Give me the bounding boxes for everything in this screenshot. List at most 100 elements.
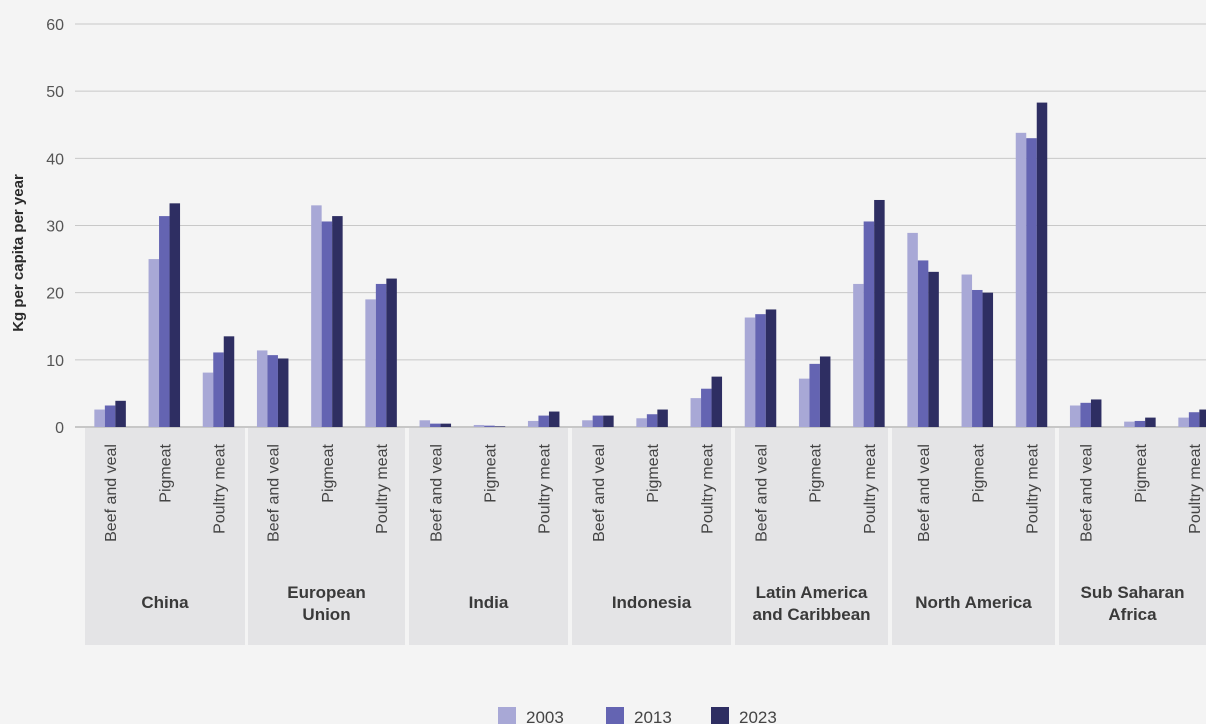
bar-sub-saharan-africa-beef-and-veal-2003 <box>1069 405 1081 427</box>
legend-swatch-2013 <box>606 707 624 724</box>
legend-label: 2003 <box>526 708 564 724</box>
bar-north-america-pigmeat-2013 <box>972 289 983 427</box>
bar-china-poultry-meat-2013 <box>213 352 224 427</box>
bar-european-union-pigmeat-2023 <box>332 216 343 427</box>
y-tick-label: 60 <box>46 17 64 34</box>
bar-indonesia-pigmeat-2013 <box>646 414 658 427</box>
category-label: Pigmeat <box>320 443 337 502</box>
group-label: North America <box>915 593 1032 612</box>
bar-european-union-pigmeat-2013 <box>321 221 333 427</box>
bar-china-poultry-meat-2023 <box>223 336 235 427</box>
group-label: Indonesia <box>612 593 692 612</box>
bar-indonesia-pigmeat-2003 <box>636 418 647 427</box>
bar-china-pigmeat-2013 <box>159 216 170 427</box>
bar-indonesia-poultry-meat-2023 <box>711 376 723 427</box>
bar-sub-saharan-africa-pigmeat-2013 <box>1134 420 1146 427</box>
category-label: Pigmeat <box>645 443 662 502</box>
legend-swatch-2003 <box>498 707 516 724</box>
bar-india-poultry-meat-2013 <box>538 415 549 427</box>
bar-latin-america-and-caribbean-pigmeat-2023 <box>819 356 831 427</box>
category-labels: Beef and veal Pigmeat Poultry meat Beef and… <box>103 443 1204 541</box>
bar-sub-saharan-africa-beef-and-veal-2023 <box>1090 399 1102 427</box>
category-label: Poultry meat <box>537 443 554 533</box>
category-label: Poultry meat <box>699 443 716 533</box>
bar-european-union-poultry-meat-2003 <box>365 299 376 427</box>
group-band-european-union <box>248 428 405 645</box>
category-label: Pigmeat <box>808 443 825 502</box>
group-label: Sub Saharan <box>1081 583 1185 602</box>
bar-sub-saharan-africa-beef-and-veal-2013 <box>1080 402 1091 427</box>
bar-latin-america-and-caribbean-beef-and-veal-2013 <box>755 314 766 427</box>
category-label: Beef and veal <box>754 444 771 542</box>
y-axis: 0 10 20 30 40 50 60 <box>46 17 64 437</box>
group-labels: China European Union India Indonesia Latin Am… <box>141 583 1184 624</box>
category-label: Beef and veal <box>916 444 933 542</box>
category-label: Beef and veal <box>1079 444 1096 542</box>
group-label: Africa <box>1108 605 1157 624</box>
category-label: Beef and veal <box>266 444 283 542</box>
bar-indonesia-beef-and-veal-2003 <box>582 420 593 427</box>
bar-latin-america-and-caribbean-beef-and-veal-2023 <box>765 309 777 427</box>
legend-swatch-2023 <box>711 707 729 724</box>
bar-latin-america-and-caribbean-pigmeat-2013 <box>809 363 820 427</box>
bar-china-pigmeat-2003 <box>148 259 160 427</box>
category-label: Poultry meat <box>374 443 391 533</box>
bar-latin-america-and-caribbean-poultry-meat-2023 <box>874 199 885 427</box>
group-band-india <box>409 428 568 645</box>
bar-european-union-pigmeat-2003 <box>311 205 322 427</box>
legend-label: 2013 <box>634 708 672 724</box>
bar-sub-saharan-africa-poultry-meat-2003 <box>1178 417 1189 427</box>
bar-european-union-beef-and-veal-2023 <box>277 358 289 427</box>
bar-european-union-poultry-meat-2023 <box>386 278 397 427</box>
bar-china-pigmeat-2023 <box>169 203 181 427</box>
bar-india-pigmeat-2003 <box>473 424 485 427</box>
bar-sub-saharan-africa-pigmeat-2023 <box>1145 417 1156 427</box>
group-band-indonesia <box>572 428 731 645</box>
category-label: Poultry meat <box>1025 443 1042 533</box>
bar-indonesia-pigmeat-2023 <box>657 409 668 427</box>
y-tick-label: 10 <box>46 353 64 370</box>
y-tick-label: 50 <box>46 84 64 101</box>
y-tick-label: 40 <box>46 151 64 168</box>
y-tick-label: 30 <box>46 219 64 236</box>
bar-north-america-pigmeat-2003 <box>961 274 973 427</box>
bar-latin-america-and-caribbean-poultry-meat-2003 <box>853 283 864 427</box>
bar-india-poultry-meat-2003 <box>527 420 539 427</box>
bar-china-beef-and-veal-2013 <box>104 405 116 427</box>
bar-indonesia-poultry-meat-2003 <box>690 398 702 427</box>
bar-indonesia-beef-and-veal-2013 <box>592 415 604 427</box>
bar-india-beef-and-veal-2003 <box>419 420 431 427</box>
group-label: and Caribbean <box>752 605 870 624</box>
bar-latin-america-and-caribbean-beef-and-veal-2003 <box>744 317 756 427</box>
category-label: Pigmeat <box>1133 443 1150 502</box>
y-axis-label: Kg per capita per year <box>10 174 27 332</box>
y-tick-label: 20 <box>46 286 64 303</box>
category-label: Pigmeat <box>970 443 987 502</box>
bar-china-beef-and-veal-2003 <box>94 409 105 427</box>
group-label: European <box>287 583 365 602</box>
category-label: Beef and veal <box>591 444 608 542</box>
category-label: Pigmeat <box>483 443 500 502</box>
bar-india-pigmeat-2013 <box>484 425 495 427</box>
bar-latin-america-and-caribbean-pigmeat-2003 <box>798 378 810 427</box>
bar-china-poultry-meat-2003 <box>202 372 214 427</box>
category-label: Beef and veal <box>428 444 445 542</box>
category-label: Pigmeat <box>157 443 174 502</box>
bar-india-pigmeat-2023 <box>494 426 506 427</box>
bar-north-america-poultry-meat-2003 <box>1015 132 1027 427</box>
bar-north-america-beef-and-veal-2023 <box>928 271 939 427</box>
bar-north-america-beef-and-veal-2013 <box>917 260 929 427</box>
bar-india-poultry-meat-2023 <box>548 411 560 427</box>
group-bands <box>85 428 1206 645</box>
bar-north-america-pigmeat-2023 <box>982 292 994 427</box>
category-label: Poultry meat <box>212 443 229 533</box>
group-band-china <box>85 428 245 645</box>
bar-sub-saharan-africa-poultry-meat-2013 <box>1188 412 1200 427</box>
bar-latin-america-and-caribbean-poultry-meat-2013 <box>863 221 875 427</box>
bar-european-union-poultry-meat-2013 <box>375 283 387 427</box>
group-band-sub-saharan-africa <box>1059 428 1206 645</box>
group-band-north-america <box>892 428 1055 645</box>
group-label: Union <box>302 605 350 624</box>
bar-north-america-beef-and-veal-2003 <box>907 232 918 427</box>
